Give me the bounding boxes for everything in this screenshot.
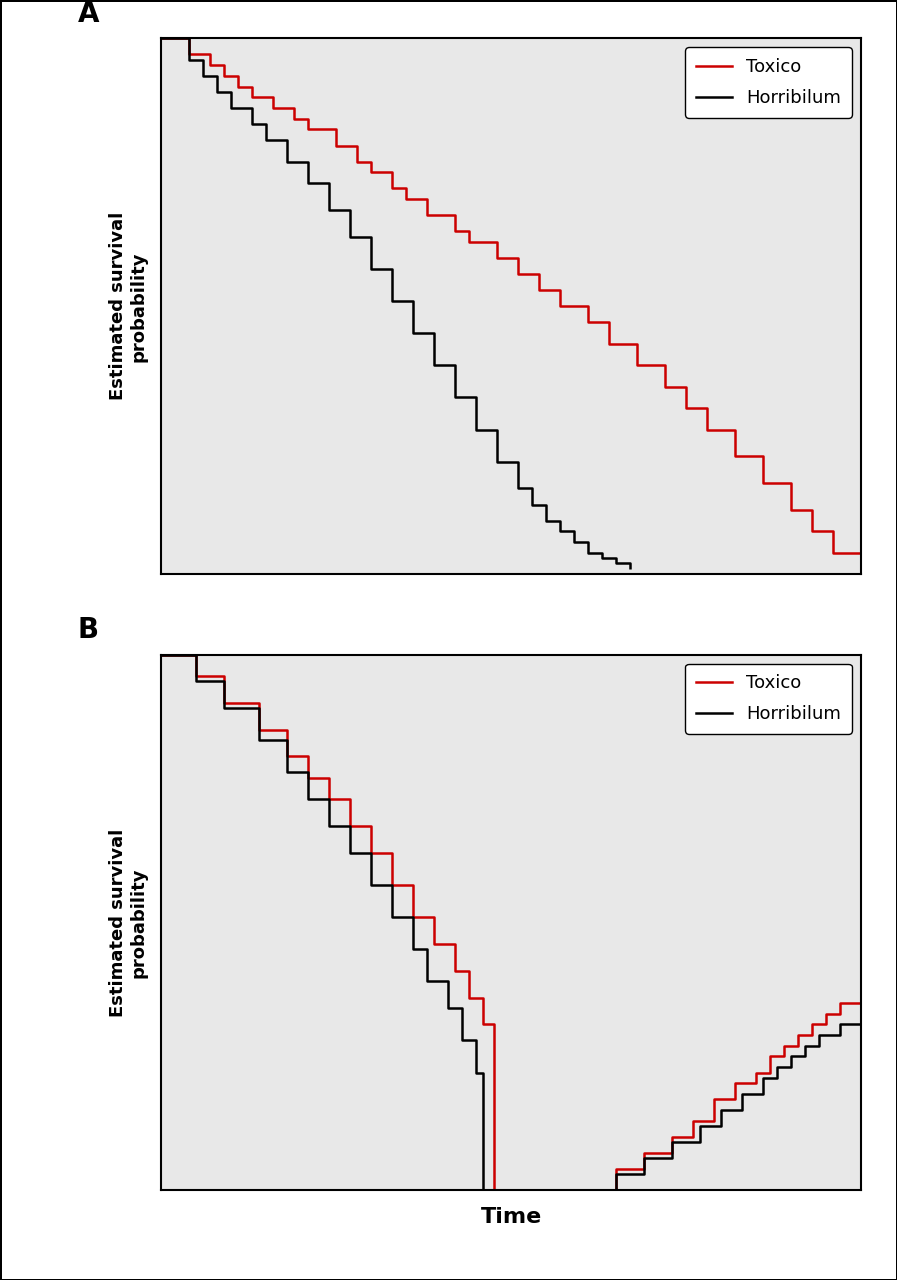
Legend: Toxico, Horribilum: Toxico, Horribilum bbox=[685, 47, 852, 118]
Y-axis label: Estimated survival
probability: Estimated survival probability bbox=[109, 828, 148, 1016]
Text: B: B bbox=[77, 616, 99, 644]
Y-axis label: Estimated survival
probability: Estimated survival probability bbox=[109, 212, 148, 401]
X-axis label: Time: Time bbox=[481, 1207, 542, 1228]
Text: A: A bbox=[77, 0, 99, 28]
Legend: Toxico, Horribilum: Toxico, Horribilum bbox=[685, 663, 852, 733]
